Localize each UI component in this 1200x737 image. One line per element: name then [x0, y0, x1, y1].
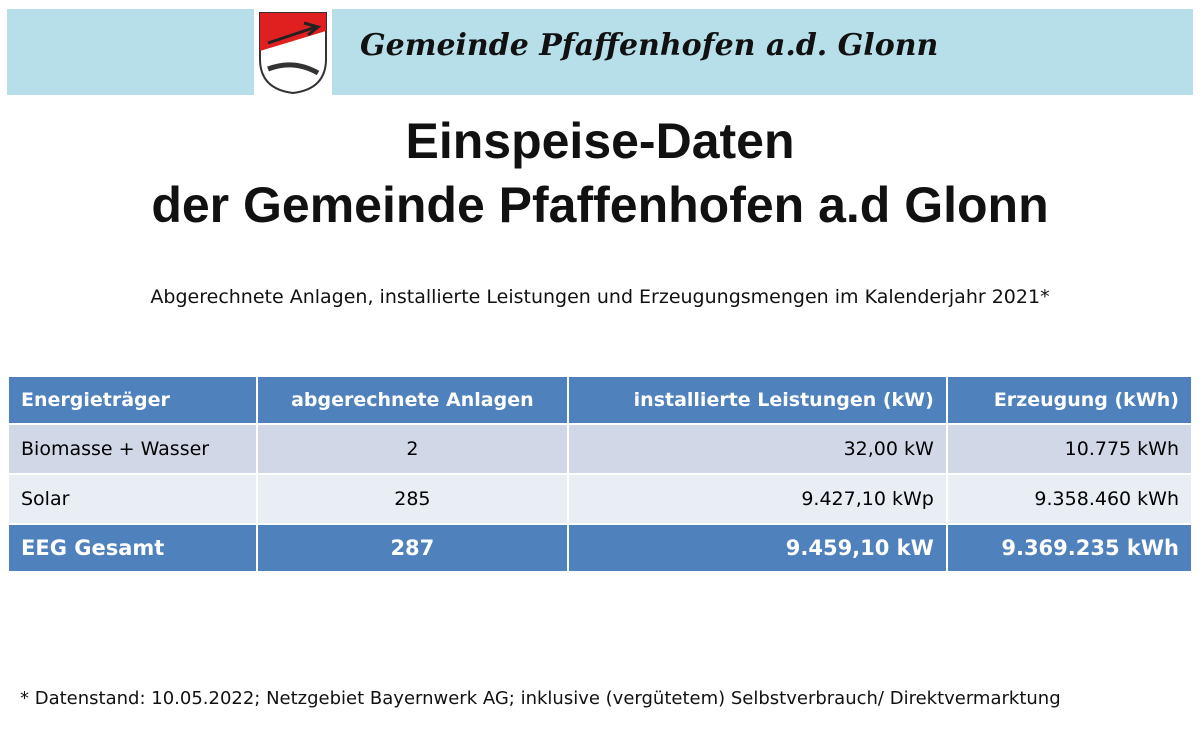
header-band: [332, 9, 1193, 95]
column-header: installierte Leistungen (kW): [567, 375, 948, 425]
header-title: Gemeinde Pfaffenhofen a.d. Glonn: [360, 28, 939, 63]
cell: 10.775 kWh: [945, 423, 1194, 475]
cell: 2: [255, 423, 570, 475]
heading: der Gemeinde Pfaffenhofen a.d Glonn: [151, 177, 1049, 233]
total-row: EEG Gesamt 287 9.459,10 kW 9.369.235 kWh: [7, 523, 1194, 573]
heading: Einspeise-Daten: [405, 113, 795, 169]
table-body: Biomasse + Wasser 2 32,00 kW 10.775 kWh Sola…: [7, 423, 1194, 573]
cell: EEG Gesamt: [7, 523, 258, 573]
cell: Solar: [7, 473, 258, 525]
cell: 9.459,10 kW: [567, 523, 948, 573]
table-row: Solar 285 9.427,10 kWp 9.358.460 kWh: [7, 473, 1194, 525]
column-header: Energieträger: [7, 375, 258, 425]
cell: 9.427,10 kWp: [567, 473, 948, 525]
cell: 32,00 kW: [567, 423, 948, 475]
column-header: Erzeugung (kWh): [945, 375, 1194, 425]
coat-of-arms: [259, 12, 327, 95]
subtitle: Abgerechnete Anlagen, installierte Leist…: [150, 286, 1050, 308]
cell: 9.358.460 kWh: [945, 473, 1194, 525]
cell: 287: [255, 523, 570, 573]
footnote: * Datenstand: 10.05.2022; Netzgebiet Bay…: [20, 688, 1061, 709]
data-table: Energieträger abgerechnete Anlagen install…: [7, 375, 1194, 573]
table-row: Biomasse + Wasser 2 32,00 kW 10.775 kWh: [7, 423, 1194, 475]
cell: Biomasse + Wasser: [7, 423, 258, 475]
cell: 9.369.235 kWh: [945, 523, 1194, 573]
cell: 285: [255, 473, 570, 525]
header-band: [7, 9, 254, 95]
header-row: Energieträger abgerechnete Anlagen install…: [7, 375, 1194, 425]
column-header: abgerechnete Anlagen: [255, 375, 570, 425]
